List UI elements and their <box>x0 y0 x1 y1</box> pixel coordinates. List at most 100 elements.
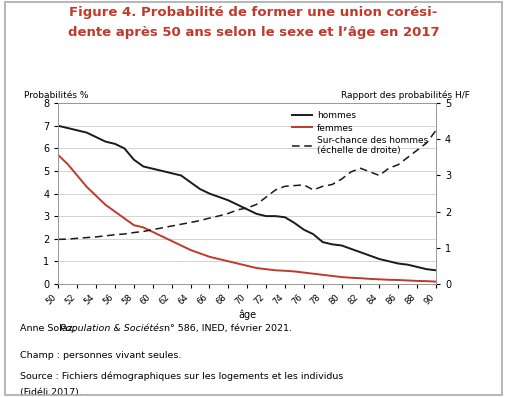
hommes <box>339 243 345 248</box>
Sur-chance des hommes <box>292 183 298 188</box>
femmes <box>102 202 108 207</box>
hommes <box>131 157 137 162</box>
Sur-chance des hommes <box>254 202 260 207</box>
femmes <box>235 261 241 266</box>
Sur-chance des hommes <box>433 128 439 133</box>
hommes <box>282 215 288 220</box>
Sur-chance des hommes <box>395 162 402 167</box>
hommes <box>140 164 147 169</box>
hommes <box>168 171 174 175</box>
femmes <box>376 277 382 282</box>
Sur-chance des hommes <box>272 187 278 192</box>
Line: Sur-chance des hommes: Sur-chance des hommes <box>58 130 436 239</box>
Sur-chance des hommes <box>112 232 118 237</box>
femmes <box>339 275 345 279</box>
hommes <box>367 253 373 258</box>
femmes <box>178 243 184 248</box>
hommes <box>405 262 411 267</box>
Text: Source : Fichiers démographiques sur les logements et les individus: Source : Fichiers démographiques sur les… <box>20 371 344 381</box>
Text: Champ : personnes vivant seules.: Champ : personnes vivant seules. <box>20 351 182 360</box>
hommes <box>272 214 278 218</box>
hommes <box>206 191 212 196</box>
femmes <box>55 153 61 158</box>
hommes <box>225 198 231 203</box>
Sur-chance des hommes <box>319 184 325 189</box>
femmes <box>216 256 222 261</box>
femmes <box>188 248 194 252</box>
femmes <box>319 272 325 277</box>
Sur-chance des hommes <box>357 166 364 171</box>
Sur-chance des hommes <box>301 183 307 187</box>
hommes <box>395 261 402 266</box>
hommes <box>357 250 364 254</box>
Sur-chance des hommes <box>405 155 411 160</box>
hommes <box>235 202 241 207</box>
femmes <box>150 229 156 234</box>
Sur-chance des hommes <box>150 227 156 232</box>
Sur-chance des hommes <box>376 173 382 178</box>
femmes <box>329 274 335 278</box>
femmes <box>405 278 411 283</box>
hommes <box>414 264 420 269</box>
hommes <box>433 268 439 273</box>
hommes <box>74 128 80 133</box>
femmes <box>206 254 212 259</box>
Sur-chance des hommes <box>263 195 269 200</box>
Sur-chance des hommes <box>225 211 231 216</box>
femmes <box>310 271 316 276</box>
hommes <box>319 240 325 245</box>
hommes <box>263 214 269 218</box>
Sur-chance des hommes <box>93 235 99 239</box>
Sur-chance des hommes <box>188 220 194 225</box>
hommes <box>301 227 307 232</box>
femmes <box>301 270 307 275</box>
Text: (Fidéli 2017).: (Fidéli 2017). <box>20 388 82 397</box>
hommes <box>188 180 194 185</box>
X-axis label: âge: âge <box>238 310 256 320</box>
femmes <box>225 259 231 264</box>
Sur-chance des hommes <box>159 225 165 230</box>
hommes <box>121 146 127 151</box>
femmes <box>386 278 392 282</box>
hommes <box>329 242 335 247</box>
Sur-chance des hommes <box>339 177 345 181</box>
Sur-chance des hommes <box>65 237 71 241</box>
Sur-chance des hommes <box>102 233 108 238</box>
Sur-chance des hommes <box>348 170 354 174</box>
hommes <box>348 247 354 251</box>
Sur-chance des hommes <box>329 182 335 187</box>
Sur-chance des hommes <box>197 218 203 223</box>
Sur-chance des hommes <box>414 148 420 152</box>
Legend: hommes, femmes, Sur-chance des hommes
(échelle de droite): hommes, femmes, Sur-chance des hommes (é… <box>288 108 431 159</box>
femmes <box>263 267 269 272</box>
femmes <box>272 268 278 273</box>
Sur-chance des hommes <box>84 235 90 240</box>
femmes <box>112 209 118 214</box>
hommes <box>55 123 61 128</box>
Sur-chance des hommes <box>121 231 127 236</box>
hommes <box>244 207 250 212</box>
femmes <box>357 276 364 281</box>
Text: Figure 4. Probabilité de former une union corési-: Figure 4. Probabilité de former une unio… <box>69 6 438 19</box>
Line: femmes: femmes <box>58 155 436 281</box>
hommes <box>159 169 165 173</box>
Sur-chance des hommes <box>423 141 429 145</box>
femmes <box>292 269 298 274</box>
Line: hommes: hommes <box>58 126 436 270</box>
hommes <box>65 126 71 131</box>
femmes <box>74 173 80 178</box>
hommes <box>150 166 156 171</box>
Sur-chance des hommes <box>55 237 61 242</box>
femmes <box>414 279 420 283</box>
femmes <box>121 216 127 221</box>
Text: n° 586, INED, février 2021.: n° 586, INED, février 2021. <box>161 324 292 333</box>
femmes <box>93 193 99 198</box>
femmes <box>131 223 137 227</box>
femmes <box>282 268 288 273</box>
hommes <box>216 195 222 199</box>
hommes <box>112 141 118 146</box>
Sur-chance des hommes <box>282 184 288 189</box>
Sur-chance des hommes <box>244 206 250 210</box>
femmes <box>140 225 147 230</box>
hommes <box>292 220 298 225</box>
